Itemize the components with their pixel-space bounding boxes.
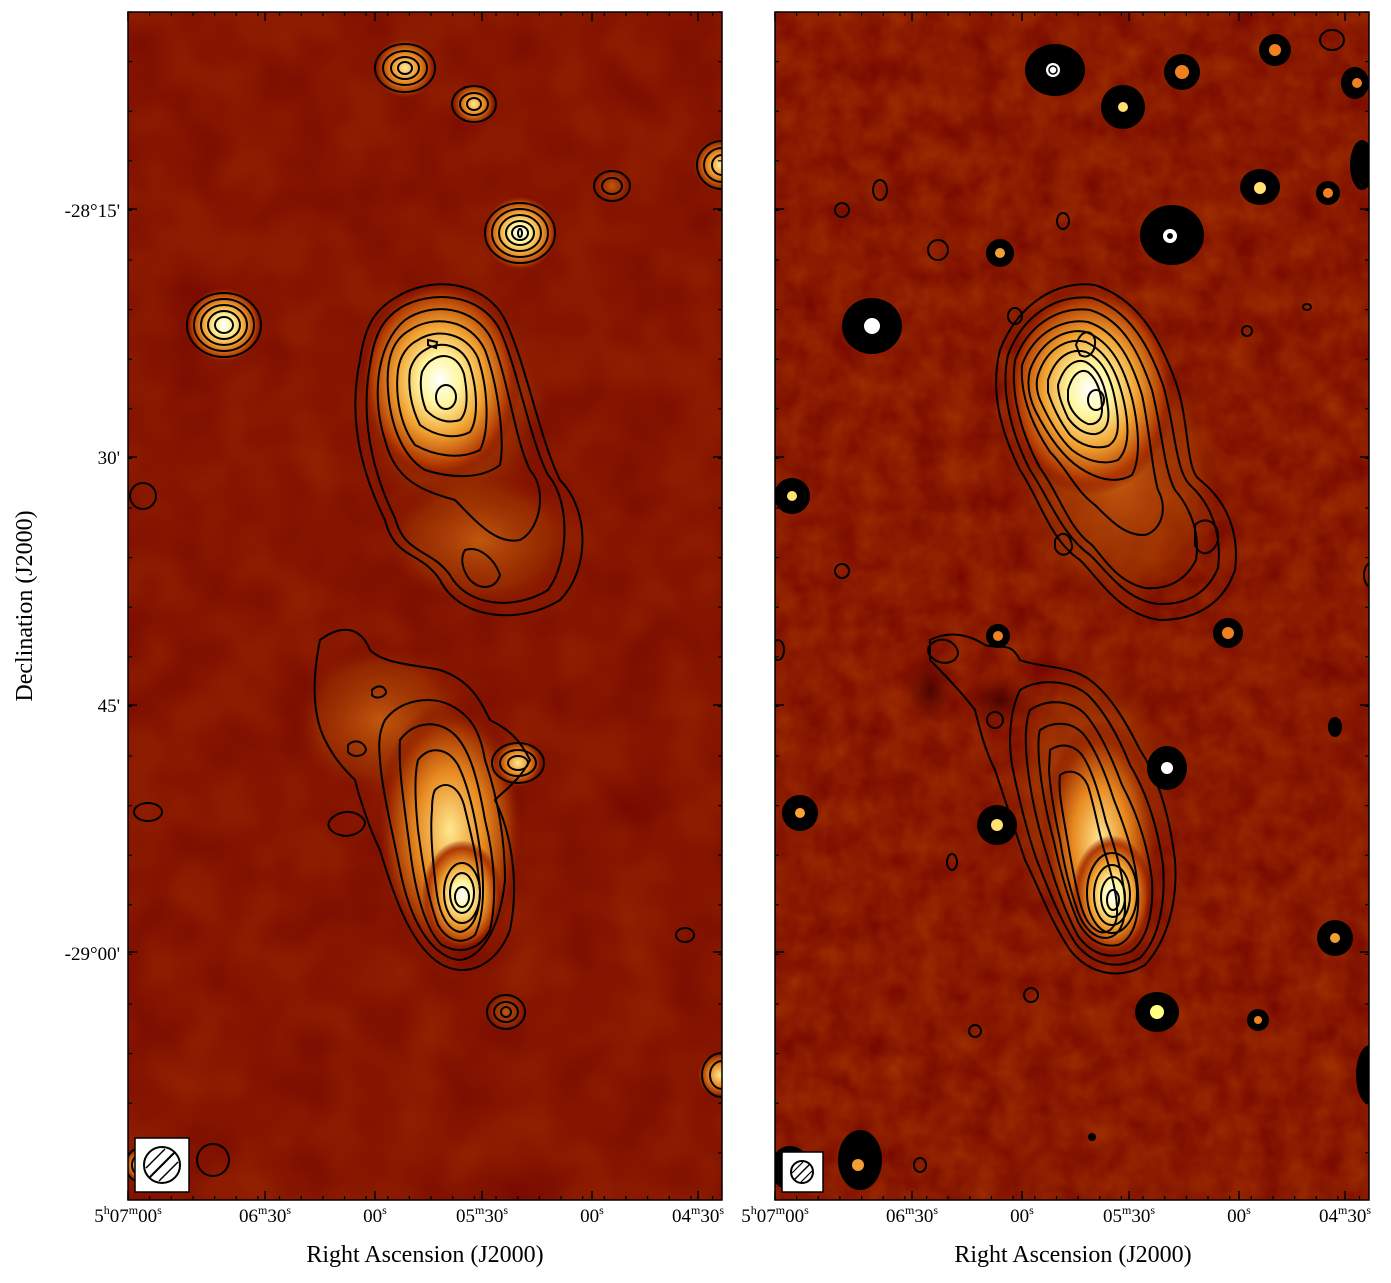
ra-tick-label: 05m30s [1103, 1203, 1155, 1227]
right-ticks [774, 11, 1369, 1200]
right-frame [774, 11, 1370, 1201]
dec-tick-label: 30' [98, 448, 120, 469]
left-x-axis-label: Right Ascension (J2000) [306, 1242, 543, 1268]
ra-tick-label: 05m30s [456, 1203, 508, 1227]
ra-tick-label: 00s [1010, 1203, 1034, 1227]
right-beam-indicator [781, 1151, 824, 1193]
ra-tick-label: 04m30s [1319, 1203, 1371, 1227]
left-ra-labels: 5h07m00s 06m30s 00s 05m30s 00s 04m30s [94, 1203, 724, 1227]
ra-tick-label: 06m30s [239, 1203, 291, 1227]
left-frame [127, 11, 723, 1201]
dec-tick-label: -29°00' [65, 944, 120, 965]
left-panel: 5h07m00s 06m30s 00s 05m30s 00s 04m30s Ri… [12, 11, 724, 1268]
ra-tick-label: 00s [363, 1203, 387, 1227]
left-ticks [127, 11, 722, 1200]
ra-tick-label: 00s [580, 1203, 604, 1227]
right-point-sources [775, 29, 1369, 1190]
right-panel: 5h07m00s 06m30s 00s 05m30s 00s 04m30s Ri… [741, 11, 1371, 1268]
right-x-axis-label: Right Ascension (J2000) [954, 1242, 1191, 1268]
ra-tick-label: 00s [1227, 1203, 1251, 1227]
left-image [128, 12, 722, 1200]
right-ra-labels: 5h07m00s 06m30s 00s 05m30s 00s 04m30s [741, 1203, 1371, 1227]
ra-tick-label: 5h07m00s [741, 1203, 809, 1227]
dec-labels: -28°15' 30' 45' -29°00' [65, 201, 120, 965]
y-axis-label: Declination (J2000) [12, 510, 38, 701]
left-contours [128, 43, 722, 1182]
dec-tick-label: -28°15' [65, 201, 120, 222]
dec-tick-label: 45' [98, 696, 120, 717]
right-image [775, 12, 1369, 1200]
ra-tick-label: 06m30s [886, 1203, 938, 1227]
ra-tick-label: 04m30s [672, 1203, 724, 1227]
left-beam-indicator [134, 1137, 190, 1193]
right-contours [775, 179, 1369, 1173]
ra-tick-label: 5h07m00s [94, 1203, 162, 1227]
